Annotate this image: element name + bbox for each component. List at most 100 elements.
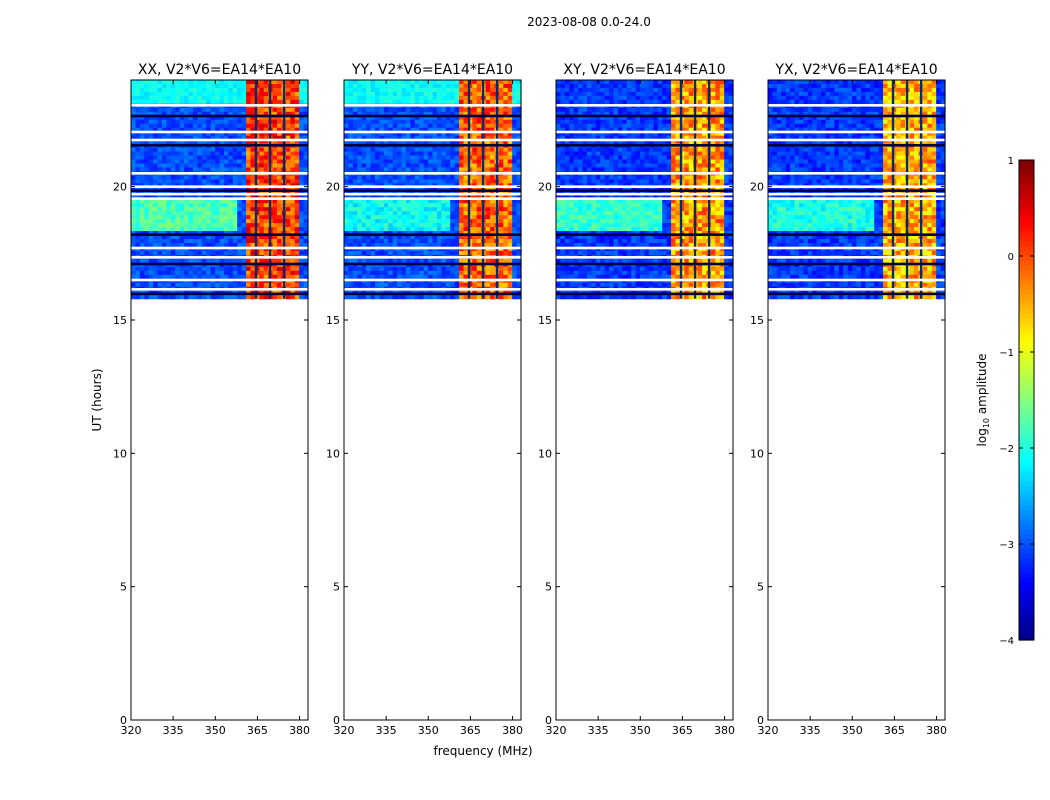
heatmap-cell: [419, 235, 425, 240]
heatmap-cell: [366, 215, 372, 220]
heatmap-cell: [436, 239, 442, 244]
heatmap-cell: [463, 80, 469, 85]
heatmap-1: [344, 80, 522, 300]
heatmap-cell: [401, 258, 407, 264]
heatmap-cell: [272, 282, 278, 288]
heatmap-cell: [370, 243, 376, 248]
heatmap-cell: [153, 99, 159, 105]
heatmap-cell: [232, 155, 238, 161]
heatmap-cell: [294, 274, 300, 280]
heatmap-cell: [374, 135, 380, 141]
heatmap-cell: [724, 107, 730, 113]
heatmap-cell: [626, 83, 632, 89]
heatmap-cell: [290, 139, 296, 145]
heatmap-cell: [157, 207, 163, 212]
heatmap-cell: [591, 95, 597, 101]
heatmap-cell: [188, 250, 194, 256]
heatmap-cell: [366, 199, 372, 204]
heatmap-cell: [179, 179, 185, 184]
heatmap-cell: [192, 207, 198, 212]
heatmap-cell: [463, 87, 469, 93]
heatmap-cell: [374, 139, 380, 145]
heatmap-cell: [250, 215, 256, 220]
heatmap-cell: [153, 175, 159, 180]
heatmap-cell: [170, 243, 176, 248]
x-tick-label: 320: [334, 724, 355, 737]
heatmap-cell: [622, 111, 628, 117]
heatmap-cell: [161, 80, 167, 85]
heatmap-cell: [383, 235, 389, 240]
heatmap-cell: [135, 91, 141, 97]
heatmap-cell: [348, 243, 354, 248]
heatmap-cell: [139, 179, 145, 184]
x-tick-label: 335: [163, 724, 184, 737]
heatmap-cell: [463, 111, 469, 117]
heatmap-cell: [197, 155, 203, 161]
heatmap-cell: [666, 80, 672, 85]
heatmap-cell: [144, 175, 150, 180]
heatmap-cell: [285, 87, 291, 93]
heatmap-cell: [631, 123, 637, 129]
heatmap-cell: [622, 123, 628, 129]
heatmap-cell: [653, 83, 659, 89]
heatmap-cell: [241, 258, 247, 264]
heatmap-cell: [697, 99, 703, 105]
heatmap-cell: [595, 119, 601, 125]
heatmap-cell: [290, 99, 296, 105]
heatmap-cell: [569, 83, 575, 89]
heatmap-cell: [397, 80, 403, 85]
heatmap-cell: [450, 207, 456, 212]
heatmap-cell: [516, 99, 522, 105]
heatmap-cell: [631, 95, 637, 101]
heatmap-cell: [237, 80, 243, 85]
heatmap-cell: [401, 227, 407, 232]
heatmap-cell: [254, 107, 260, 113]
heatmap-cell: [259, 199, 265, 204]
heatmap-cell: [290, 258, 296, 264]
heatmap-cell: [246, 199, 252, 204]
heatmap-cell: [272, 243, 278, 248]
heatmap-cell: [357, 167, 363, 173]
heatmap-cell: [626, 87, 632, 93]
heatmap-cell: [560, 83, 566, 89]
heatmap-cell: [414, 107, 420, 113]
heatmap-cell: [299, 95, 305, 101]
heatmap-cell: [724, 87, 730, 93]
heatmap-cell: [459, 135, 465, 141]
heatmap-cell: [250, 131, 256, 137]
heatmap-cell: [166, 266, 172, 272]
heatmap-cell: [259, 91, 265, 97]
heatmap-cell: [285, 127, 291, 133]
heatmap-cell: [516, 135, 522, 141]
heatmap-cell: [445, 131, 451, 137]
heatmap-cell: [436, 87, 442, 93]
heatmap-cell: [485, 227, 491, 232]
heatmap-cell: [228, 274, 234, 280]
heatmap-cell: [197, 227, 203, 232]
heatmap-cell: [161, 147, 167, 153]
heatmap-cell: [631, 99, 637, 105]
heatmap-cell: [405, 243, 411, 248]
heatmap-cell: [170, 107, 176, 113]
heatmap-cell: [263, 211, 269, 216]
heatmap-cell: [388, 219, 394, 224]
heatmap-cell: [476, 199, 482, 204]
heatmap-cell: [414, 179, 420, 184]
heatmap-cell: [631, 87, 637, 93]
heatmap-cell: [428, 207, 434, 212]
heatmap-cell: [401, 223, 407, 228]
heatmap-cell: [352, 215, 358, 220]
heatmap-cell: [370, 250, 376, 256]
heatmap-cell: [232, 151, 238, 157]
heatmap-cell: [441, 80, 447, 85]
heatmap-cell: [507, 95, 513, 101]
heatmap-cell: [617, 95, 623, 101]
heatmap-cell: [175, 235, 181, 240]
channel-gap: [268, 80, 272, 299]
heatmap-cell: [490, 123, 496, 129]
heatmap-cell: [246, 111, 252, 117]
heatmap-cell: [463, 258, 469, 264]
heatmap-cell: [366, 239, 372, 244]
heatmap-cell: [254, 239, 260, 244]
heatmap-cell: [436, 199, 442, 204]
